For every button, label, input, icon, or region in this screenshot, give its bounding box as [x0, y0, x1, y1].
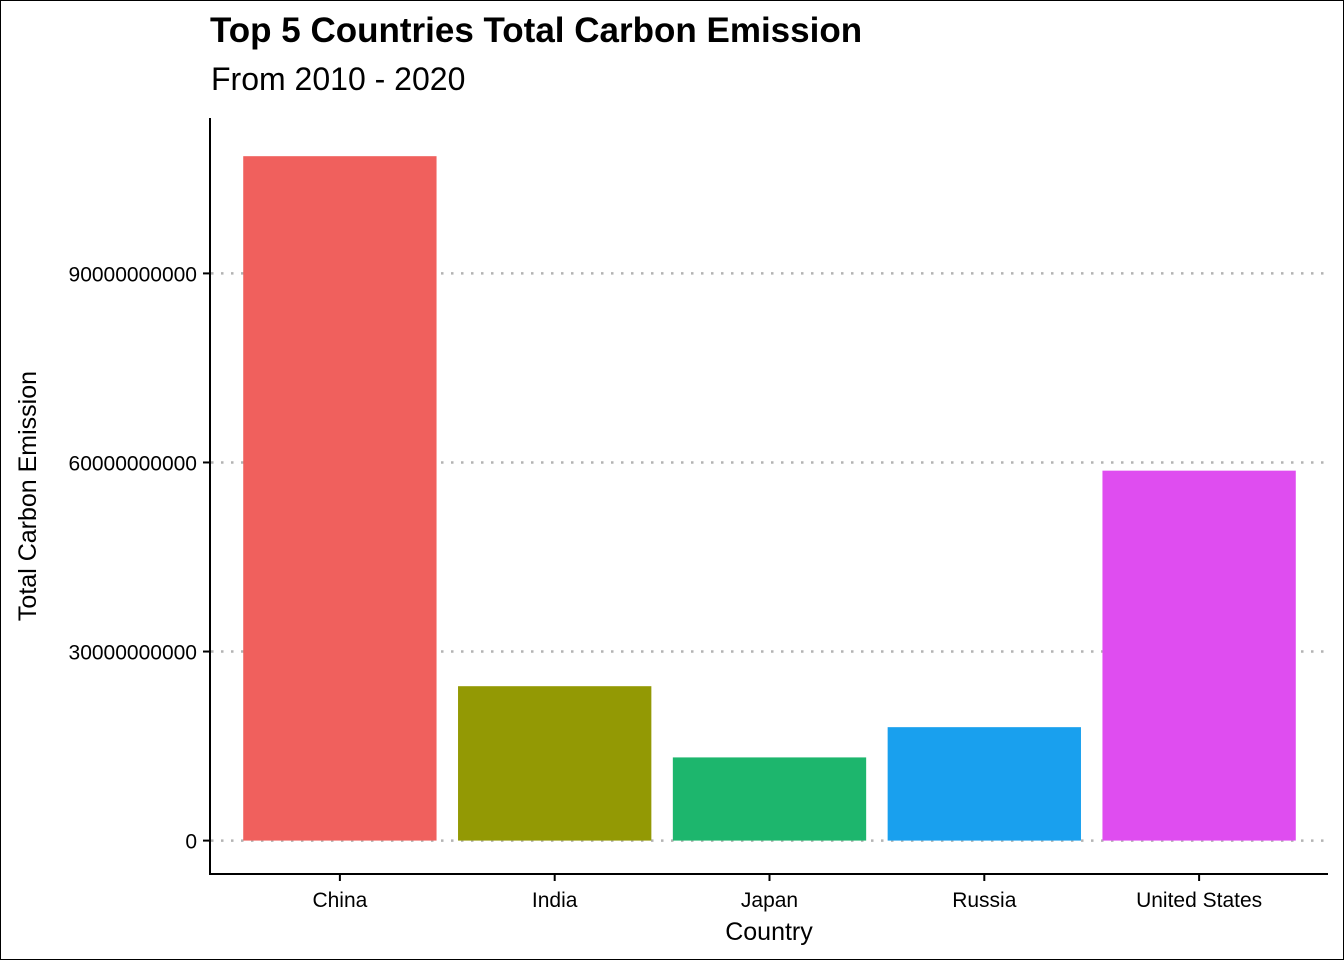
chart-subtitle: From 2010 - 2020: [211, 61, 466, 97]
y-tick-label: 30000000000: [69, 642, 197, 665]
chart-title: Top 5 Countries Total Carbon Emission: [210, 11, 863, 50]
bar-united-states: [1102, 470, 1296, 841]
y-tick-label: 60000000000: [69, 452, 197, 475]
y-ticks: 0 30000000000 60000000000 90000000000: [69, 263, 210, 854]
y-tick-label: 90000000000: [69, 263, 197, 286]
x-tick-label: India: [532, 889, 578, 912]
y-tick-label: 0: [185, 831, 197, 854]
x-ticks: China India Japan Russia United States: [312, 874, 1262, 912]
bar-india: [458, 686, 652, 841]
bars: [243, 156, 1296, 841]
x-tick-label: Japan: [741, 889, 798, 912]
bar-russia: [887, 727, 1081, 841]
bar-china: [243, 156, 437, 841]
x-tick-label: China: [312, 889, 367, 912]
bar-japan: [672, 757, 867, 841]
x-axis-title: Country: [725, 918, 813, 946]
x-tick-label: United States: [1136, 889, 1262, 912]
y-axis-title: Total Carbon Emission: [14, 371, 42, 621]
x-tick-label: Russia: [952, 889, 1017, 912]
